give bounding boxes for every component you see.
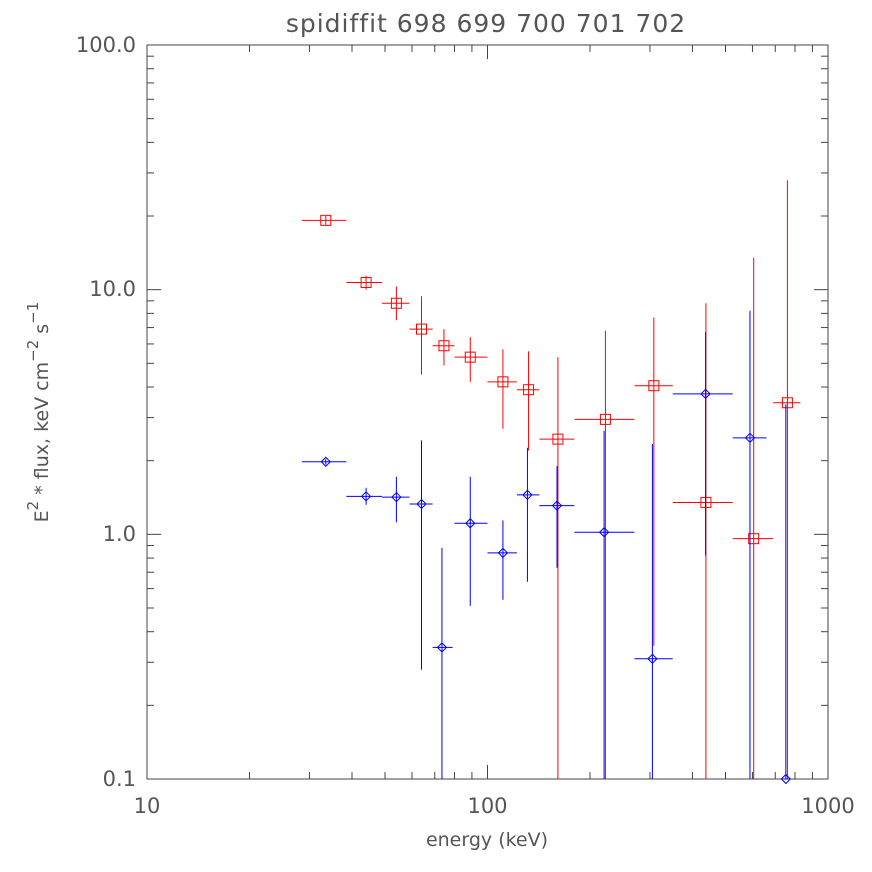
y-axis-label-s: s [31, 324, 53, 340]
diamond-marker [780, 773, 792, 785]
data-point [539, 466, 575, 568]
diamond-marker [465, 518, 476, 529]
diamond-marker [497, 547, 509, 559]
data-point [516, 351, 540, 451]
diamond-marker [700, 388, 711, 400]
data-point [780, 404, 792, 785]
data-point [432, 329, 455, 366]
diamond-marker [416, 498, 427, 510]
y-tick-label-1-0: 1.0 [103, 522, 136, 546]
data-point [346, 275, 383, 290]
data-point [454, 476, 488, 606]
y-axis-label-e: E [31, 510, 53, 522]
square-marker [464, 351, 476, 363]
chart-title: spidiffit 698 699 700 701 702 [286, 9, 686, 38]
data-point [454, 337, 488, 382]
data-point [574, 430, 635, 779]
y-axis-label: E2 * flux, keV cm−2 s−1 [24, 302, 53, 523]
axis-ticks [146, 45, 828, 780]
y-axis-label-sup-3: −1 [24, 302, 42, 324]
diamond-marker [360, 491, 372, 502]
data-point [672, 303, 733, 779]
data-point [382, 286, 410, 321]
square-marker [438, 340, 450, 352]
series-1 [301, 310, 792, 785]
y-tick-label-0-1: 0.1 [103, 767, 136, 791]
y-tick-label-10-0: 10.0 [89, 277, 136, 301]
x-axis-label: energy (keV) [426, 829, 548, 851]
y-axis-label-mid: * flux, keV cm [31, 362, 53, 501]
x-tick-label-10: 10 [134, 794, 161, 818]
x-tick-label-100: 100 [467, 794, 507, 818]
x-tick-label-1000: 1000 [801, 794, 854, 818]
y-tick-label-100-0: 100.0 [76, 33, 136, 57]
square-marker [497, 376, 509, 388]
data-point [301, 456, 347, 467]
square-marker [599, 413, 611, 425]
diamond-marker [744, 432, 756, 444]
y-axis-label-sup-1: 2 [24, 501, 42, 511]
square-marker [648, 380, 660, 392]
data-point [732, 257, 774, 779]
data-point [634, 443, 673, 779]
data-point [732, 310, 767, 779]
square-marker [360, 276, 372, 288]
series-0 [301, 180, 801, 779]
data-point [516, 447, 540, 582]
diamond-marker [391, 491, 402, 503]
data-point [487, 349, 517, 429]
data-point [382, 476, 410, 523]
diamond-marker [598, 527, 610, 538]
diamond-marker [522, 489, 533, 501]
square-marker [523, 384, 535, 396]
data-point [539, 357, 575, 779]
diamond-marker [647, 653, 658, 664]
square-marker [320, 214, 332, 226]
series-layer [301, 180, 801, 785]
data-point [432, 547, 453, 779]
square-marker [748, 533, 760, 545]
data-point [301, 214, 347, 226]
square-marker [416, 323, 428, 335]
data-point [487, 520, 517, 600]
data-point [409, 296, 433, 375]
diamond-marker [320, 456, 331, 467]
data-point [574, 330, 635, 779]
square-marker [552, 433, 564, 445]
data-point [672, 332, 733, 556]
diamond-marker [551, 500, 563, 511]
data-point [773, 180, 801, 779]
diamond-marker [436, 642, 448, 653]
data-point [346, 487, 383, 505]
square-marker [390, 297, 402, 309]
data-point [409, 440, 433, 670]
plot-frame [146, 44, 829, 780]
square-marker [781, 397, 793, 409]
y-axis-label-sup-2: −2 [24, 340, 42, 362]
data-point [634, 317, 673, 646]
